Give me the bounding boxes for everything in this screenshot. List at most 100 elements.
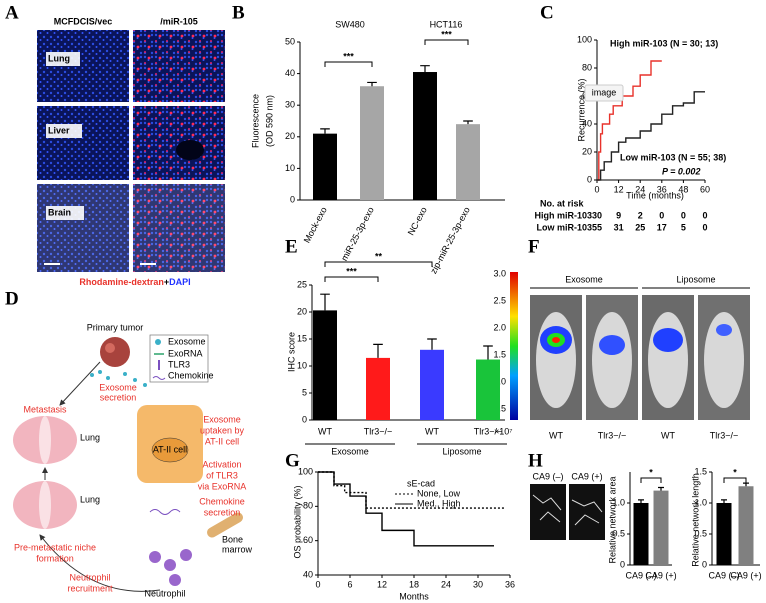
panel-label: G [285, 450, 300, 471]
overlay-text: image [592, 87, 617, 97]
network-images [530, 484, 605, 540]
risk-count: 0 [702, 210, 707, 220]
y-tick-label: 10 [285, 163, 295, 173]
x-tick-label: zip-miR-25-3p-exo [428, 205, 472, 275]
y-tick-label: 20 [297, 306, 307, 316]
x-tick-label: 48 [678, 184, 688, 194]
diagram-label: Lung [80, 494, 100, 504]
panel-label: A [5, 2, 19, 23]
bar [633, 503, 649, 565]
y-tick-label: 15 [297, 333, 307, 343]
group-label: Exosome [565, 274, 603, 284]
stain-caption: Rhodamine-dextran+DAPI [79, 277, 190, 287]
group-label: Liposome [676, 274, 715, 284]
significance-label: *** [346, 266, 357, 276]
error-bar [320, 128, 330, 134]
km-curve [318, 471, 494, 547]
panel-label: H [528, 450, 543, 471]
row-label: Liver [48, 125, 70, 135]
legend-item: TLR3 [168, 359, 190, 369]
diagram-label: Primary tumor [87, 322, 144, 332]
error-bar [638, 499, 644, 503]
diagram-label: formation [36, 553, 74, 563]
error-bar [483, 345, 493, 360]
diagram-label: of TLR3 [206, 470, 238, 480]
risk-count: 25 [635, 222, 645, 232]
diagram-label: secretion [100, 392, 137, 402]
risk-count: 30 [592, 210, 602, 220]
x-tick-label: NC-exo [406, 205, 429, 237]
bar [476, 359, 500, 420]
significance-bracket [424, 39, 469, 45]
series-label: High miR-103 (N = 30; 13) [610, 38, 718, 48]
risk-count: 9 [616, 210, 621, 220]
mouse-label: Tlr3−/− [710, 430, 739, 440]
x-tick-label: 0 [315, 579, 320, 589]
error-bar [420, 65, 430, 73]
significance-label: *** [441, 29, 452, 39]
significance-label: * [649, 467, 653, 477]
error-bar [463, 120, 473, 125]
risk-count: 17 [657, 222, 667, 232]
significance-bracket [324, 61, 373, 67]
x-tick-label: CA9 (–) [708, 570, 739, 580]
bar [738, 486, 754, 565]
mouse-label: WT [661, 430, 675, 440]
y-tick-label: 40 [582, 118, 592, 128]
bar [653, 490, 669, 565]
image-label: CA9 (+) [571, 471, 602, 481]
y-tick-label: 1.0 [694, 497, 707, 507]
group-label: Exosome [331, 446, 369, 456]
overlay-tag [584, 84, 624, 102]
y-tick-label: 0 [302, 414, 307, 424]
diagram-label: Lung [80, 432, 100, 442]
group-label: Liposome [442, 446, 481, 456]
diagram-label: Chemokine [199, 496, 245, 506]
y-tick-label: 1.0 [612, 497, 625, 507]
x-tick-label: 24 [441, 579, 451, 589]
panel-label: E [285, 236, 298, 257]
y-tick-label: 0 [702, 559, 707, 569]
risk-count: 55 [592, 222, 602, 232]
risk-count: 0 [681, 210, 686, 220]
group-label: SW480 [335, 19, 365, 29]
y-axis-label: Recurrence (%) [576, 78, 586, 141]
diagram-label: Bone [222, 534, 243, 544]
panel-label: C [540, 2, 554, 23]
bar [360, 86, 384, 200]
y-tick-label: 0 [587, 174, 592, 184]
risk-count: 31 [614, 222, 624, 232]
scale-label: 2.0 [493, 322, 506, 332]
y-tick-label: 20 [285, 131, 295, 141]
diagram-label: Activation [202, 459, 241, 469]
diagram-label: recruitment [67, 583, 113, 593]
y-tick-label: 25 [297, 279, 307, 289]
x-tick-label: WT [425, 426, 439, 436]
y-tick-label: 100 [577, 34, 592, 44]
x-tick-label: 0 [594, 184, 599, 194]
legend-item: ExoRNA [168, 348, 203, 358]
risk-table-title: No. at risk [540, 198, 585, 208]
x-tick-label: 30 [473, 579, 483, 589]
panel-label: F [528, 236, 540, 257]
diagram-label: Pre-metastatic niche [14, 542, 96, 552]
bar [313, 133, 337, 200]
y-axis-label: Relative network length [690, 473, 700, 567]
y-tick-label: 80 [582, 62, 592, 72]
y-tick-label: 100 [298, 466, 313, 476]
x-tick-label: Mock-exo [302, 205, 329, 244]
error-bar [320, 293, 330, 311]
group-label: HCT116 [430, 19, 463, 29]
x-axis-label: Time (months) [626, 190, 684, 200]
mouse-label: WT [549, 430, 563, 440]
x-tick-label: 6 [347, 579, 352, 589]
panel-label: D [5, 288, 19, 309]
y-tick-label: 40 [303, 569, 313, 579]
y-axis-label: IHC score [286, 332, 296, 372]
x-tick-label: CA9 (–) [625, 570, 656, 580]
x-tick-label: 36 [505, 579, 515, 589]
plus: + [164, 277, 169, 287]
x-tick-label: WT [318, 426, 332, 436]
legend-label: Med., High [417, 498, 461, 508]
risk-count: 0 [702, 222, 707, 232]
